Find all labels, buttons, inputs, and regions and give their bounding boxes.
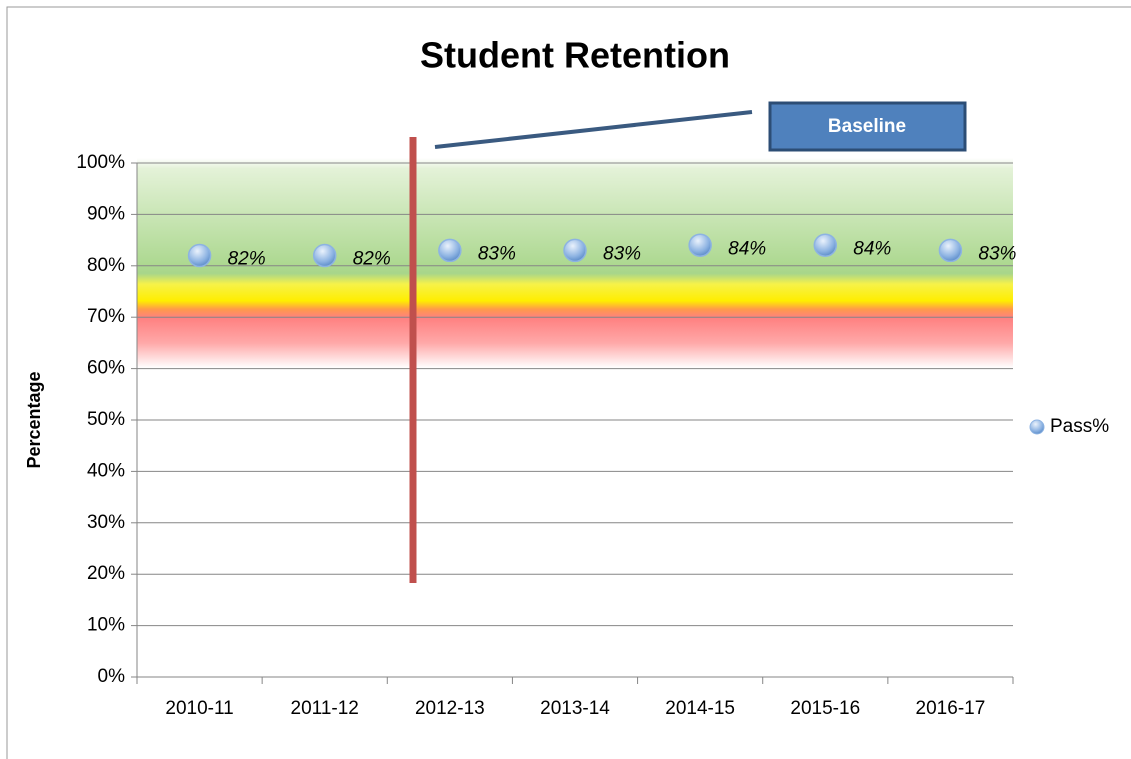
x-tick-label: 2016-17 — [916, 698, 986, 719]
y-tick-label: 0% — [98, 666, 126, 687]
point — [563, 238, 587, 263]
y-tick-label: 10% — [87, 615, 125, 636]
x-tick-label: 2010-11 — [165, 698, 233, 719]
point — [688, 233, 712, 257]
data-label: 84% — [728, 238, 766, 259]
callout-box — [768, 101, 967, 152]
zone-band — [137, 158, 1013, 368]
data-label: 83% — [978, 243, 1016, 264]
legend-marker — [1029, 419, 1045, 435]
frame — [6, 6, 1131, 759]
y-tick-label: 50% — [87, 409, 125, 430]
data-label: 82% — [228, 249, 266, 270]
y-tick-label: 100% — [76, 152, 125, 173]
callout-line — [434, 110, 753, 149]
chart-title: Student Retention — [420, 35, 730, 76]
x-tick-label: 2012-13 — [415, 698, 485, 719]
legend-label: Pass% — [1050, 416, 1109, 437]
point — [312, 243, 337, 268]
y-tick-label: 20% — [87, 563, 125, 584]
data-label: 83% — [478, 243, 516, 264]
data-label: 84% — [853, 238, 891, 259]
data-label: 82% — [353, 249, 391, 270]
y-tick-label: 30% — [87, 512, 125, 533]
x-tick-label: 2015-16 — [790, 698, 860, 719]
y-tick-label: 90% — [87, 203, 125, 224]
callout-text: Baseline — [828, 116, 906, 137]
y-tick-label: 60% — [87, 358, 125, 379]
x-tick-label: 2014-15 — [665, 698, 735, 719]
y-axis-label: Percentage — [24, 371, 44, 468]
point — [938, 238, 963, 263]
point — [438, 238, 462, 263]
y-tick-label: 70% — [87, 306, 125, 327]
point — [813, 233, 838, 257]
x-tick-label: 2011-12 — [291, 698, 359, 719]
y-tick-label: 40% — [87, 460, 125, 481]
point — [187, 243, 212, 268]
x-tick-label: 2013-14 — [540, 698, 610, 719]
y-tick-label: 80% — [87, 255, 125, 276]
data-label: 83% — [603, 243, 641, 264]
